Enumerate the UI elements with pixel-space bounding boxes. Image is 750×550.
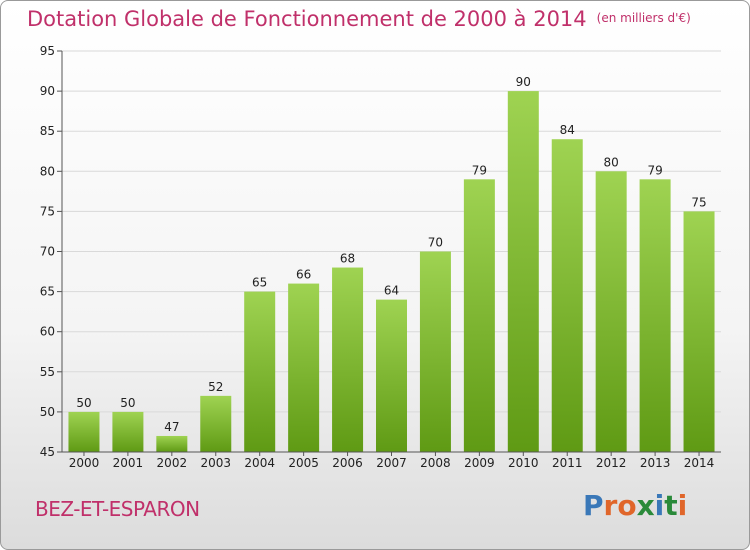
value-label-2010: 90 xyxy=(516,75,531,89)
bar-layer: 50 50 47 52 65 66 68 64 70 79 90 84 80 79 75 xyxy=(68,75,715,453)
x-tick-label-2009: 2009 xyxy=(464,456,495,470)
chart-title: Dotation Globale de Fonctionnement de 20… xyxy=(27,7,691,31)
x-tick-label-2005: 2005 xyxy=(288,456,319,470)
logo-letter: t xyxy=(664,489,678,522)
y-tick-label: 55 xyxy=(40,365,55,379)
x-tick-label-2002: 2002 xyxy=(157,456,188,470)
x-tick-label-2003: 2003 xyxy=(200,456,231,470)
bar-2001 xyxy=(112,411,144,452)
logo-letter: x xyxy=(636,489,655,522)
x-tick-label-2013: 2013 xyxy=(640,456,671,470)
bar-2000 xyxy=(68,411,100,452)
bar-2004 xyxy=(244,291,276,452)
value-label-2008: 70 xyxy=(428,236,443,250)
x-tick-label-2001: 2001 xyxy=(113,456,144,470)
value-label-2013: 79 xyxy=(647,163,662,177)
bar-2002 xyxy=(156,435,188,452)
bar-2006 xyxy=(332,267,364,452)
chart-title-text: Dotation Globale de Fonctionnement de 20… xyxy=(27,7,587,31)
x-tick-label-2004: 2004 xyxy=(244,456,275,470)
x-tick-label-2006: 2006 xyxy=(332,456,363,470)
y-tick-label: 80 xyxy=(40,164,55,178)
x-tick-label-2012: 2012 xyxy=(596,456,627,470)
y-tick-label: 45 xyxy=(40,445,55,459)
y-tick-label: 65 xyxy=(40,285,55,299)
bar-2011 xyxy=(551,139,583,452)
y-tick-label: 50 xyxy=(40,405,55,419)
logo-letter: P xyxy=(583,489,604,522)
value-label-2009: 79 xyxy=(472,163,487,177)
axis-layer: 45 50 55 60 65 70 75 80 85 90 95 2000 2001 2002 2003 20… xyxy=(40,44,721,470)
value-label-2007: 64 xyxy=(384,284,399,298)
bar-2009 xyxy=(463,179,495,452)
bar-2005 xyxy=(288,283,320,452)
value-label-2003: 52 xyxy=(208,380,223,394)
x-tick-label-2000: 2000 xyxy=(69,456,100,470)
value-label-2014: 75 xyxy=(691,195,706,209)
proxiti-logo[interactable]: Proxiti xyxy=(583,489,687,522)
bar-2007 xyxy=(376,299,407,452)
x-tick-label-2010: 2010 xyxy=(508,456,539,470)
bar-2008 xyxy=(419,251,451,452)
y-tick-label: 75 xyxy=(40,204,55,218)
value-label-2002: 47 xyxy=(164,420,179,434)
y-tick-label: 70 xyxy=(40,245,55,259)
value-label-2012: 80 xyxy=(604,155,619,169)
value-label-2001: 50 xyxy=(120,396,135,410)
bar-2014 xyxy=(683,211,715,452)
value-label-2004: 65 xyxy=(252,276,267,290)
y-tick-label: 60 xyxy=(40,325,55,339)
y-tick-label: 85 xyxy=(40,124,55,138)
bar-2012 xyxy=(595,171,627,453)
logo-letter: o xyxy=(617,489,637,522)
value-label-2005: 66 xyxy=(296,268,311,282)
y-tick-label: 90 xyxy=(40,84,55,98)
logo-letter: i xyxy=(654,489,665,522)
x-tick-label-2011: 2011 xyxy=(552,456,583,470)
value-label-2006: 68 xyxy=(340,252,355,266)
y-tick-label: 95 xyxy=(40,44,55,58)
value-label-2000: 50 xyxy=(76,396,91,410)
bar-2013 xyxy=(639,179,671,452)
commune-name: BEZ-ET-ESPARON xyxy=(35,497,200,521)
chart-unit: (en milliers d'€) xyxy=(596,11,691,25)
logo-letter: r xyxy=(603,489,618,522)
bar-2003 xyxy=(200,395,232,452)
x-tick-label-2008: 2008 xyxy=(420,456,451,470)
bar-2010 xyxy=(507,91,539,452)
x-tick-label-2007: 2007 xyxy=(376,456,407,470)
x-tick-label-2014: 2014 xyxy=(684,456,715,470)
value-label-2011: 84 xyxy=(560,123,575,137)
logo-letter: i xyxy=(677,489,688,522)
